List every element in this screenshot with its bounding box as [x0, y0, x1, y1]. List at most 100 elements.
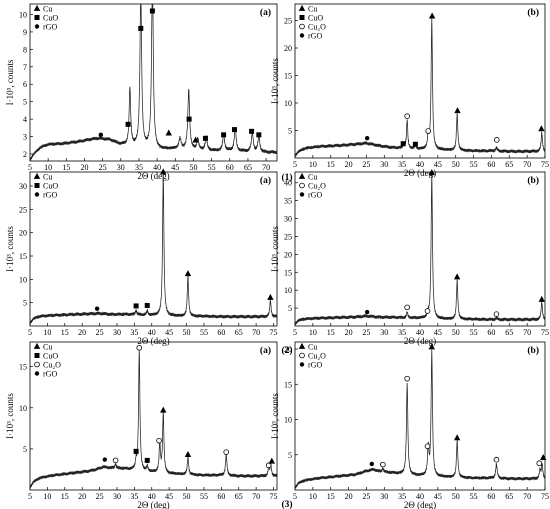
plot-frame — [29, 171, 278, 327]
y-axis-label: I·10³, counts — [5, 226, 15, 272]
x-tick-label: 15 — [61, 492, 69, 501]
x-tick-label: 60 — [217, 492, 225, 501]
x-tick-label: 70 — [523, 492, 531, 501]
x-axis-label: 2Θ (deg) — [137, 336, 169, 346]
y-tick-label: 10 — [19, 10, 27, 19]
peak-marker-square — [149, 8, 155, 14]
peak-marker-circle — [265, 462, 272, 469]
y-axis-label: I·10³, counts — [270, 58, 280, 104]
x-tick-label: 30 — [113, 328, 121, 337]
peak-marker-circle — [493, 311, 500, 317]
x-tick-label: 10 — [43, 328, 51, 337]
peak-marker-dot — [98, 132, 104, 138]
legend-marker-circle — [299, 182, 305, 189]
x-tick-label: 40 — [416, 328, 424, 337]
xrd-pattern-line — [29, 3, 278, 161]
x-tick-label: 5 — [28, 492, 32, 501]
y-tick-label: 15 — [284, 268, 292, 277]
x-tick-label: 25 — [362, 328, 370, 337]
legend-label: Cu — [308, 173, 317, 182]
x-tick-label: 10 — [43, 492, 51, 501]
y-axis-label: I·10³, counts — [270, 393, 280, 439]
peak-marker-circle — [380, 461, 386, 468]
peak-marker-dot — [364, 136, 370, 141]
x-tick-label: 25 — [362, 492, 370, 501]
peak-marker-triangle — [165, 129, 172, 136]
x-axis-label: 2Θ (deg) — [137, 500, 169, 509]
peak-marker-triangle — [540, 453, 547, 460]
x-tick-label: 55 — [470, 492, 478, 501]
y-axis-label: I·10³, counts — [5, 59, 15, 105]
x-tick-label: 20 — [345, 160, 353, 169]
peak-marker-circle — [404, 304, 410, 311]
y-tick-label: 5 — [288, 304, 292, 313]
x-tick-label: 25 — [362, 160, 370, 169]
y-tick-label: 10 — [19, 275, 27, 284]
y-axis-label: I·10³, counts — [270, 226, 280, 272]
peak-marker-square — [400, 141, 406, 147]
x-tick-label: 20 — [345, 328, 353, 337]
x-tick-label: 45 — [165, 492, 173, 501]
x-tick-label: 35 — [130, 328, 138, 337]
x-tick-label: 30 — [380, 328, 388, 337]
x-tick-label: 55 — [208, 163, 216, 172]
legend-label: rGO — [43, 23, 57, 32]
y-tick-label: 35 — [284, 197, 292, 206]
x-tick-label: 25 — [96, 328, 104, 337]
x-tick-label: 50 — [189, 163, 197, 172]
panel-label: (b) — [527, 345, 539, 356]
x-tick-label: 25 — [99, 163, 107, 172]
x-tick-label: 65 — [505, 160, 513, 169]
x-axis-label: 2Θ (deg) — [137, 171, 169, 181]
peak-marker-triangle — [184, 451, 192, 458]
y-tick-label: 5 — [23, 98, 27, 107]
x-tick-label: 70 — [262, 163, 270, 172]
peak-marker-dot — [364, 309, 370, 315]
x-tick-label: 15 — [61, 328, 69, 337]
peak-marker-square — [412, 141, 418, 147]
x-tick-label: 55 — [470, 328, 478, 337]
peak-marker-circle — [536, 460, 543, 467]
legend-label: Cu — [43, 5, 52, 14]
xrd-pattern-line — [29, 349, 278, 489]
x-tick-label: 40 — [416, 160, 424, 169]
legend-marker-triangle — [298, 4, 306, 11]
x-tick-label: 55 — [200, 328, 208, 337]
x-axis-label: 2Θ (deg) — [404, 168, 436, 178]
x-tick-label: 70 — [252, 328, 260, 337]
legend-marker-dot — [299, 192, 305, 197]
y-tick-label: 5 — [288, 127, 292, 136]
x-tick-label: 5 — [293, 492, 297, 501]
panel-label: (a) — [260, 175, 271, 186]
xrd-panel-r32: 5 10 15 20 25 30 35 40 45 50 55 60 65 70 75 5 10 15 20 2Θ (… — [270, 341, 549, 509]
legend-marker-square — [34, 183, 40, 188]
row-label: (2) — [281, 345, 292, 356]
y-tick-label: 15 — [284, 72, 292, 81]
plot-frame — [294, 341, 546, 491]
plot-frame — [294, 171, 546, 327]
y-tick-label: 15 — [19, 252, 27, 261]
peak-marker-circle — [424, 443, 431, 450]
legend-marker-triangle — [298, 172, 306, 179]
legend-label: CuO — [43, 352, 58, 361]
row-label: (1) — [281, 172, 292, 183]
y-tick-label: 5 — [23, 445, 27, 454]
x-tick-label: 60 — [487, 160, 495, 169]
x-tick-label: 25 — [96, 492, 104, 501]
y-tick-label: 10 — [284, 99, 292, 108]
x-tick-label: 35 — [398, 492, 406, 501]
peak-marker-square — [232, 127, 238, 133]
x-tick-label: 10 — [44, 163, 52, 172]
legend-marker-circle — [299, 23, 305, 30]
peak-marker-triangle — [428, 169, 435, 176]
x-tick-label: 45 — [165, 328, 173, 337]
legend-marker-square — [34, 15, 40, 20]
peak-marker-triangle — [268, 457, 275, 464]
legend-marker-triangle — [33, 172, 41, 179]
y-tick-label: 6 — [23, 80, 27, 89]
peak-marker-circle — [493, 456, 500, 463]
peak-marker-triangle — [184, 270, 192, 277]
peak-marker-triangle — [160, 406, 167, 413]
peak-marker-square — [202, 135, 208, 141]
